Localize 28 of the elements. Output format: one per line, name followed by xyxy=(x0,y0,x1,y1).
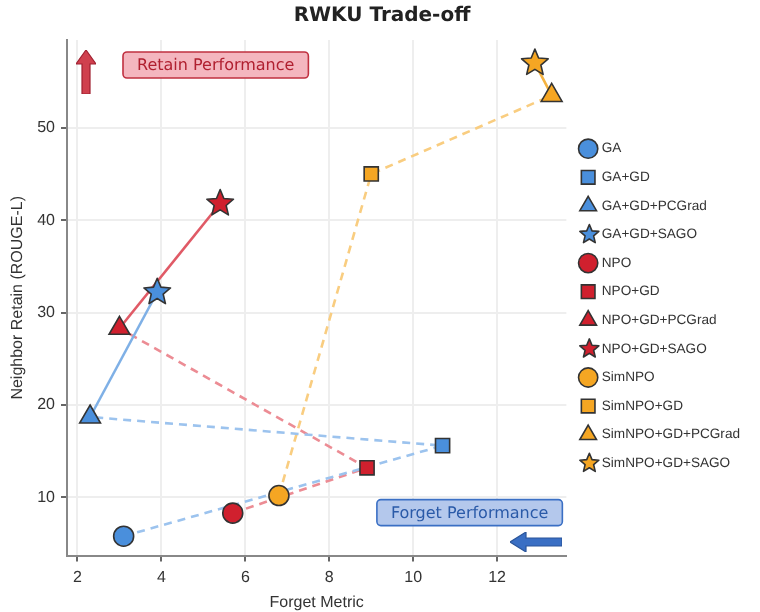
point xyxy=(434,437,451,454)
x-tick-label: 8 xyxy=(324,567,335,586)
point xyxy=(78,404,102,424)
y-axis-title: Neighbor Retain (ROUGE-L) xyxy=(8,195,27,400)
x-tick-label: 4 xyxy=(156,567,167,586)
point xyxy=(112,525,135,547)
chart-title: RWKU Trade-off xyxy=(293,5,473,28)
x-axis-title: Forget Metric xyxy=(269,592,364,611)
point xyxy=(520,48,549,76)
x-tick-label: 12 xyxy=(488,567,508,586)
y-tick-label: 10 xyxy=(37,487,57,506)
x-tick-label: 2 xyxy=(73,567,84,586)
point xyxy=(363,166,380,182)
y-tick-label: 20 xyxy=(37,395,57,414)
y-tick-label: 40 xyxy=(37,210,57,229)
point xyxy=(206,188,235,216)
point xyxy=(221,502,244,524)
point xyxy=(143,277,172,305)
point xyxy=(359,459,375,476)
annotation: Forget Performance xyxy=(390,503,549,522)
annotation: Retain Performance xyxy=(136,56,295,75)
y-tick-label: 30 xyxy=(37,302,57,321)
point xyxy=(540,82,563,103)
point xyxy=(268,484,290,507)
y-tick-label: 50 xyxy=(37,118,57,137)
point xyxy=(108,315,131,336)
x-tick-label: 6 xyxy=(240,567,251,586)
x-tick-label: 10 xyxy=(404,567,424,586)
